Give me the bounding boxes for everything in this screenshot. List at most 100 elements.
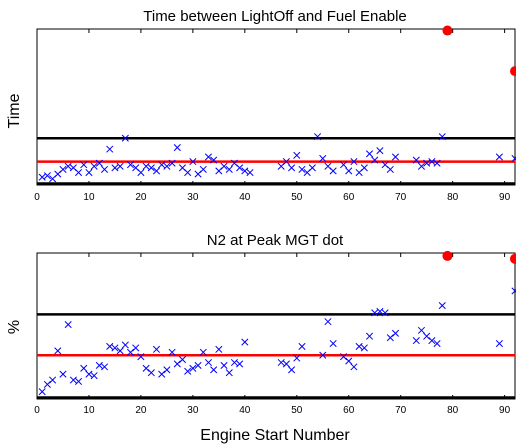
- data-point-marker: [121, 134, 129, 142]
- data-point-marker: [43, 380, 51, 388]
- data-point-marker: [371, 156, 379, 164]
- data-point-marker: [132, 344, 140, 352]
- data-point-marker: [495, 153, 503, 161]
- data-point-marker: [90, 162, 98, 170]
- data-point-marker: [121, 341, 129, 349]
- data-point-marker: [293, 151, 301, 159]
- data-point-marker: [38, 173, 46, 181]
- data-point-marker: [142, 162, 150, 170]
- data-point-marker: [282, 158, 290, 166]
- data-point-marker: [329, 167, 337, 175]
- data-point-marker: [178, 356, 187, 364]
- data-point-marker: [236, 164, 244, 172]
- data-point-marker: [147, 164, 155, 172]
- data-point-marker: [428, 337, 436, 345]
- data-point-marker: [106, 342, 114, 350]
- data-point-marker: [324, 318, 332, 326]
- data-point-marker: [168, 348, 176, 356]
- outlier-point: [442, 250, 453, 261]
- data-point-marker: [360, 164, 368, 172]
- data-point-marker: [376, 307, 384, 315]
- x-tick-label: 90: [499, 405, 511, 416]
- data-point-marker: [225, 165, 233, 173]
- data-point-marker: [339, 161, 348, 169]
- data-point-marker: [412, 156, 420, 164]
- data-point-marker: [75, 377, 83, 386]
- x-tick-label: 60: [343, 405, 355, 416]
- data-point-marker: [438, 133, 446, 141]
- data-point-marker: [189, 158, 197, 166]
- outlier-point: [442, 25, 453, 36]
- data-point-marker: [371, 309, 379, 317]
- data-point-marker: [288, 366, 296, 374]
- data-point-marker: [215, 345, 223, 353]
- data-point-marker: [246, 168, 254, 177]
- data-point-marker: [423, 332, 431, 340]
- x-tick-label: 50: [291, 192, 303, 203]
- data-point-marker: [241, 338, 249, 346]
- chart-panel-bottom: N2 at Peak MGT dot % Engine Start Number…: [6, 232, 516, 444]
- data-point-marker: [126, 348, 135, 356]
- chart-title-bottom: N2 at Peak MGT dot: [207, 232, 344, 249]
- x-tick-label: 40: [239, 192, 251, 203]
- data-point-marker: [236, 360, 244, 368]
- x-tick-label: 40: [239, 405, 251, 416]
- data-point-marker: [298, 165, 306, 173]
- chart-panel-top: Time between LightOff and Fuel Enable Ti…: [6, 8, 516, 203]
- data-point-marker: [412, 337, 420, 345]
- data-point-marker: [417, 162, 426, 170]
- data-point-marker: [511, 287, 516, 295]
- data-point-marker: [64, 162, 72, 170]
- data-point-marker: [168, 159, 176, 167]
- data-point-marker: [75, 168, 83, 177]
- data-point-marker: [173, 360, 181, 368]
- data-point-marker: [381, 309, 389, 317]
- data-point-marker: [173, 144, 181, 152]
- data-point-marker: [345, 357, 353, 365]
- data-point-marker: [433, 339, 441, 348]
- data-point-marker: [64, 320, 72, 329]
- data-point-marker: [152, 345, 161, 353]
- data-point-marker: [204, 153, 213, 161]
- data-point-marker: [194, 361, 202, 369]
- data-point-marker: [106, 145, 114, 153]
- data-point-marker: [438, 302, 446, 310]
- data-point-marker: [90, 372, 98, 380]
- data-point-marker: [433, 159, 441, 167]
- data-point-marker: [43, 172, 51, 180]
- data-point-marker: [220, 361, 228, 369]
- x-tick-label: 50: [291, 405, 303, 416]
- data-point-marker: [376, 147, 384, 155]
- data-point-marker: [163, 162, 171, 170]
- data-point-marker: [158, 370, 166, 378]
- data-point-marker: [54, 347, 62, 355]
- data-point-marker: [38, 388, 46, 396]
- data-point-marker: [69, 376, 77, 384]
- outlier-point: [510, 66, 516, 77]
- x-tick-label: 80: [447, 405, 459, 416]
- data-point-marker: [350, 158, 358, 166]
- data-point-marker: [137, 168, 145, 177]
- data-point-marker: [184, 367, 192, 375]
- data-point-marker: [391, 153, 400, 161]
- data-point-marker: [350, 363, 358, 371]
- data-point-marker: [80, 161, 88, 169]
- data-point-marker: [184, 168, 192, 177]
- data-point-marker: [329, 339, 337, 348]
- data-point-marker: [495, 339, 503, 348]
- data-point-marker: [59, 370, 67, 378]
- x-tick-label: 20: [135, 192, 147, 203]
- data-point-marker: [85, 168, 93, 177]
- x-tick-label: 70: [395, 405, 407, 416]
- data-point-marker: [85, 370, 93, 378]
- data-point-marker: [126, 161, 135, 169]
- data-point-marker: [152, 167, 161, 175]
- x-tick-label: 70: [395, 192, 407, 203]
- data-point-marker: [365, 150, 374, 158]
- data-point-marker: [80, 364, 88, 372]
- data-point-marker: [49, 376, 57, 384]
- data-point-marker: [220, 162, 228, 170]
- chart-title-top: Time between LightOff and Fuel Enable: [143, 8, 407, 25]
- data-point-marker: [210, 156, 218, 164]
